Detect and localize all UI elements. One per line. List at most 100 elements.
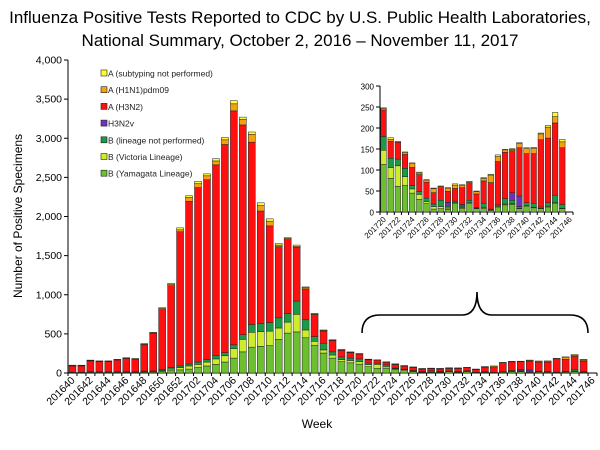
main-bar-segment — [274, 317, 283, 329]
inset-bar-segment — [409, 167, 416, 186]
main-bar-segment — [454, 368, 462, 372]
inset-bar-segment — [473, 191, 480, 195]
inset-bar-segment — [416, 199, 423, 213]
inset-bar-segment — [444, 205, 451, 209]
main-bar-segment — [283, 332, 292, 374]
main-y-tick-label: 500 — [44, 328, 62, 340]
main-bar-segment — [95, 361, 104, 373]
legend-swatch — [100, 103, 108, 110]
main-bar-segment — [292, 300, 301, 315]
main-bar-segment — [248, 131, 256, 135]
inset-bar-segment — [523, 147, 530, 149]
main-bar-segment — [212, 158, 220, 162]
main-bar-segment — [364, 362, 373, 365]
inset-bar-segment — [516, 142, 523, 144]
main-bar-segment — [283, 313, 292, 323]
main-bar-segment — [436, 368, 444, 372]
main-bar-segment — [382, 367, 391, 374]
inset-bar-segment — [444, 202, 451, 207]
inset-bar-segment — [380, 150, 387, 165]
main-bar-segment — [337, 359, 346, 362]
inset-bar-segment — [459, 185, 466, 188]
inset-bar-segment — [444, 187, 451, 192]
inset-y-tick-label: 200 — [361, 125, 375, 134]
inset-bar-segment — [416, 191, 423, 195]
inset-bar-segment — [423, 181, 430, 199]
inset-bar-segment — [430, 192, 437, 205]
inset-bar-segment — [523, 202, 530, 206]
inset-bar-segment — [544, 202, 552, 207]
main-bar-segment — [552, 359, 561, 373]
main-bar-segment — [427, 368, 435, 372]
legend-label: B (Victoria Lineage) — [108, 152, 183, 162]
main-bar-segment — [265, 345, 274, 374]
inset-bar-segment — [409, 162, 416, 164]
legend-swatch — [100, 119, 108, 127]
inset-bar-segment — [444, 209, 451, 213]
main-bar-segment — [221, 139, 229, 145]
main-bar-segment — [149, 332, 157, 334]
main-bar-segment — [472, 369, 480, 373]
main-bar-segment — [230, 348, 238, 359]
main-bar-segment — [248, 134, 256, 143]
main-bar-segment — [203, 173, 211, 177]
inset-bar-segment — [387, 137, 394, 140]
main-bar-segment — [185, 200, 193, 365]
main-bar-segment — [373, 359, 382, 364]
inset-bar-segment — [430, 206, 437, 210]
inset-bar-segment — [552, 116, 559, 124]
inset-bar-segment — [394, 186, 401, 213]
inset-bar-segment — [509, 148, 516, 150]
main-y-tick-label: 2,000 — [36, 211, 62, 223]
main-bar-segment — [355, 353, 364, 360]
main-bar-segment — [355, 361, 364, 365]
main-bar-segment — [194, 367, 202, 374]
legend-swatch — [100, 136, 108, 144]
inset-bar-segment — [494, 154, 501, 157]
inset-bar-segment — [387, 141, 394, 159]
inset-bar-segment — [466, 203, 473, 213]
inset-bar-segment — [502, 204, 509, 213]
main-bar-segment — [257, 323, 265, 332]
main-bar-segment — [364, 359, 373, 364]
inset-bar-segment — [452, 183, 459, 186]
inset-bar-segment — [416, 174, 423, 192]
chart-title-line-1: Influenza Positive Tests Reported to CDC… — [9, 8, 591, 27]
main-bar-segment — [265, 225, 274, 323]
main-bar-segment — [543, 361, 552, 372]
main-bar-segment — [203, 365, 211, 374]
main-bar-segment — [194, 364, 202, 368]
inset-bar-segment — [409, 185, 416, 190]
main-bar-segment — [185, 195, 193, 198]
main-bar-segment — [194, 181, 202, 184]
legend-swatch — [100, 86, 108, 93]
inset-bar-segment — [437, 187, 444, 201]
main-bar-segment — [257, 202, 265, 206]
main-bar-segment — [265, 220, 274, 227]
main-bar-segment — [265, 330, 274, 346]
inset-bar-segment — [401, 168, 409, 177]
inset-bar-segment — [459, 204, 466, 207]
inset-bar-segment — [437, 206, 444, 209]
inset-bar-segment — [437, 199, 444, 207]
main-bar-segment — [274, 246, 283, 319]
main-bar-segment — [292, 331, 301, 374]
inset-bar-segment — [509, 204, 516, 213]
inset-y-tick-label: 300 — [361, 83, 375, 92]
inset-bar-segment — [437, 208, 444, 213]
main-bar-segment — [239, 339, 247, 353]
legend-swatch — [100, 169, 108, 177]
main-bar-segment — [122, 358, 131, 372]
inset-bar-segment — [380, 136, 387, 151]
inset-bar-segment — [387, 178, 394, 213]
inset-bar-segment — [423, 179, 430, 183]
inset-bar-segment — [523, 205, 530, 213]
main-bar-segment — [212, 364, 220, 374]
inset-bar-segment — [537, 208, 544, 213]
main-bar-segment — [301, 319, 310, 331]
main-bar-segment — [310, 314, 319, 337]
inset-bar-segment — [487, 182, 494, 210]
inset-bar-segment — [559, 147, 566, 205]
inset-y-tick-label: 150 — [361, 146, 375, 155]
